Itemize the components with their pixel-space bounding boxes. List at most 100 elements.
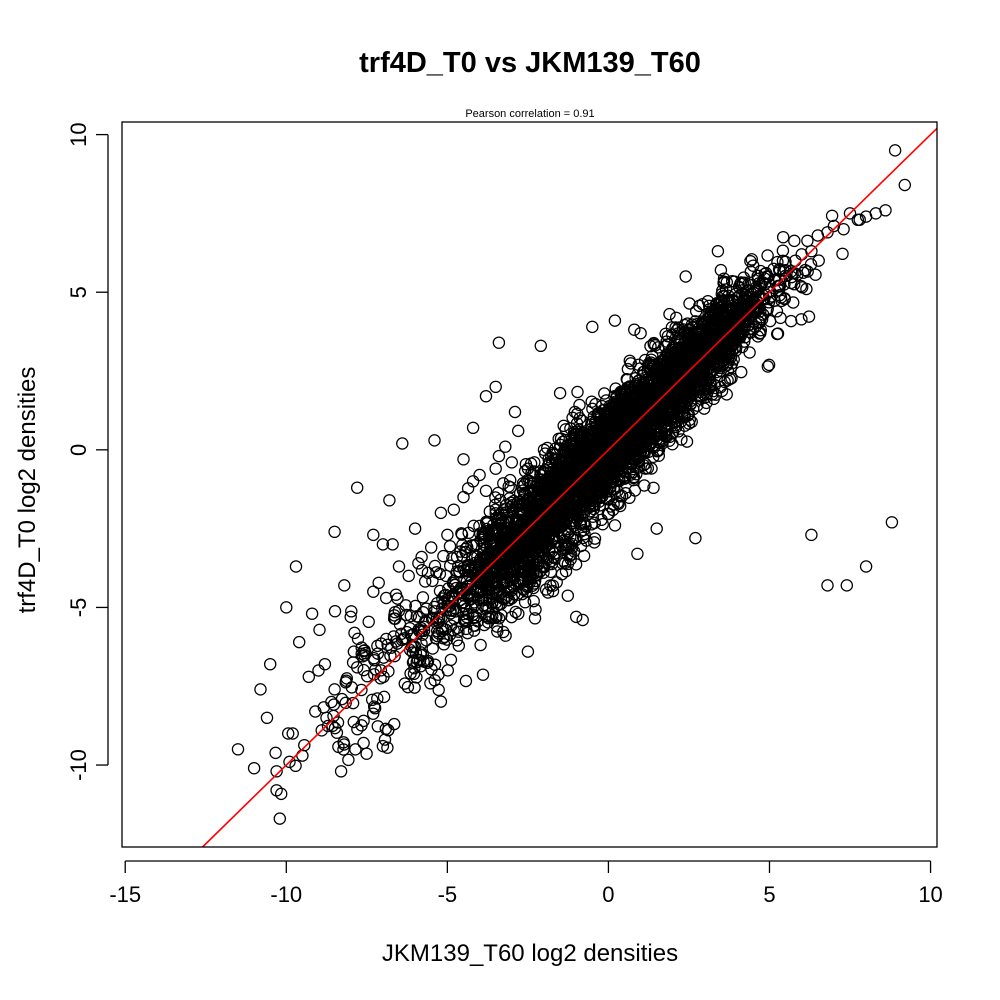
data-point <box>650 409 664 423</box>
data-point <box>372 576 385 590</box>
plot-frame <box>121 121 938 848</box>
data-point <box>747 298 760 312</box>
data-point <box>837 222 850 236</box>
data-point <box>357 644 370 658</box>
data-point <box>386 538 399 551</box>
data-point <box>523 560 537 574</box>
x-tick-label: 10 <box>918 882 942 907</box>
data-point <box>367 528 380 542</box>
data-point <box>717 275 731 288</box>
data-point <box>708 342 721 356</box>
data-point <box>357 736 370 750</box>
data-point <box>541 537 555 550</box>
data-point <box>512 607 525 620</box>
data-point <box>510 552 524 566</box>
data-point <box>327 698 341 711</box>
data-point <box>859 560 873 573</box>
data-point <box>466 590 479 603</box>
data-point <box>812 254 825 267</box>
data-point <box>466 475 480 488</box>
data-point <box>462 607 475 621</box>
data-point <box>713 295 727 309</box>
data-point <box>273 812 287 825</box>
data-point <box>636 381 649 395</box>
data-point <box>651 444 665 458</box>
data-point <box>774 291 788 304</box>
data-point <box>492 612 506 625</box>
data-point <box>698 349 712 362</box>
data-point <box>432 683 445 697</box>
y-tick-label: -10 <box>66 749 91 781</box>
data-point <box>570 430 583 444</box>
data-point <box>649 408 662 422</box>
data-point <box>305 607 319 620</box>
data-point <box>589 397 602 411</box>
data-point <box>728 275 741 288</box>
data-point <box>700 374 713 387</box>
data-point <box>434 695 448 708</box>
points-layer <box>231 144 912 825</box>
data-point <box>618 424 631 438</box>
data-point <box>651 359 665 373</box>
data-point <box>595 427 609 441</box>
data-point <box>465 539 478 552</box>
data-point <box>421 566 435 580</box>
data-point <box>584 505 597 518</box>
data-point <box>611 437 625 450</box>
data-point <box>289 560 303 573</box>
data-point <box>403 621 416 635</box>
data-point <box>355 683 368 697</box>
data-point <box>747 285 760 299</box>
data-point <box>350 481 364 494</box>
data-point <box>647 481 660 495</box>
data-point <box>585 395 598 408</box>
data-point <box>536 526 549 540</box>
data-point <box>463 593 477 606</box>
data-point <box>463 583 477 596</box>
data-point <box>367 585 380 598</box>
data-point <box>318 657 332 671</box>
data-point <box>540 490 553 503</box>
data-point <box>330 726 344 739</box>
data-point <box>638 479 651 492</box>
data-point <box>470 569 483 582</box>
data-point <box>538 540 552 553</box>
data-point <box>472 570 485 584</box>
data-point <box>554 432 568 445</box>
data-point <box>547 521 560 534</box>
data-point <box>801 234 814 248</box>
data-point <box>500 498 513 512</box>
data-point <box>528 456 541 469</box>
data-point <box>437 596 451 609</box>
data-point <box>658 427 671 440</box>
chart-subtitle: Pearson correlation = 0.91 <box>465 108 594 120</box>
data-point <box>270 765 283 778</box>
data-point <box>725 339 739 352</box>
data-point <box>744 254 757 268</box>
data-point <box>647 336 661 350</box>
data-point <box>590 484 603 498</box>
data-point <box>786 267 799 280</box>
data-point <box>761 360 775 373</box>
data-point <box>371 692 384 705</box>
data-point <box>447 503 461 516</box>
data-point <box>802 310 816 323</box>
data-point <box>342 753 355 767</box>
data-point <box>853 213 866 226</box>
data-point <box>445 595 459 608</box>
data-point <box>482 611 496 625</box>
data-point <box>675 433 688 446</box>
data-point <box>404 609 418 623</box>
data-point <box>408 661 421 675</box>
data-point <box>624 406 637 420</box>
data-point <box>398 631 412 645</box>
data-point <box>510 557 524 570</box>
data-point <box>474 638 487 652</box>
data-point <box>470 537 483 551</box>
data-point <box>545 557 559 571</box>
data-point <box>401 680 415 694</box>
data-point <box>302 670 316 684</box>
data-point <box>608 314 622 327</box>
data-point <box>309 705 322 718</box>
data-point <box>460 575 473 588</box>
